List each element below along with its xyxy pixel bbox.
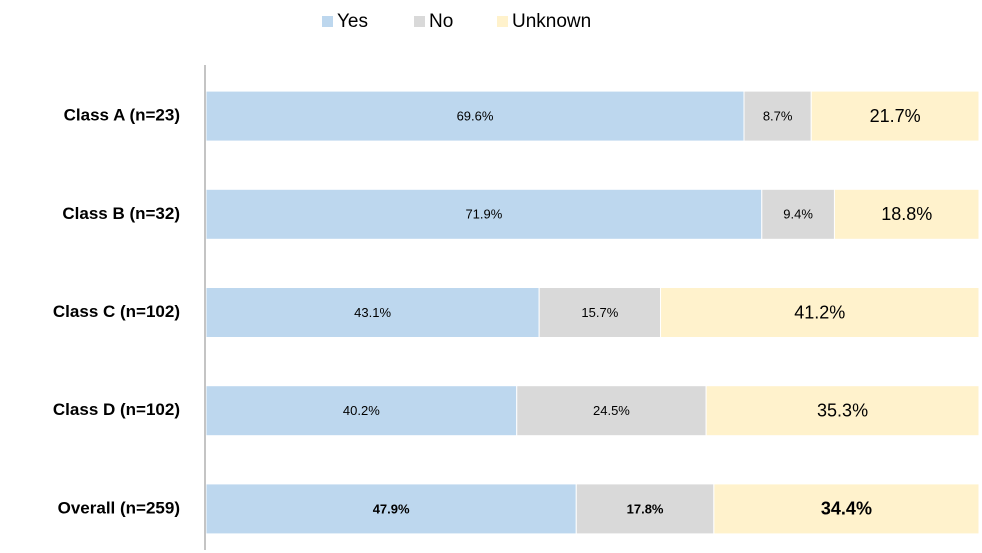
data-label: 8.7% (763, 109, 793, 124)
legend-swatch (414, 16, 425, 27)
bar-segment (575, 483, 715, 535)
data-label: 40.2% (343, 403, 380, 418)
bar-segment (516, 385, 707, 437)
bar-segment (205, 385, 518, 437)
legend-swatch (322, 16, 333, 27)
legend-swatch (497, 16, 508, 27)
data-label: 43.1% (354, 305, 391, 320)
data-label: 69.6% (457, 109, 494, 124)
bar-segment (743, 90, 812, 142)
bar-segment (713, 483, 980, 535)
bar-segment (538, 287, 662, 338)
category-label: Class C (n=102) (53, 302, 180, 321)
category-label: Class A (n=23) (64, 106, 180, 125)
bar-segment (205, 90, 745, 142)
data-label: 71.9% (465, 207, 502, 222)
category-label: Overall (n=259) (58, 498, 180, 517)
data-label: 24.5% (593, 403, 630, 418)
bar-segment (660, 287, 980, 338)
category-label: Class B (n=32) (62, 204, 180, 223)
legend-label: Unknown (512, 11, 591, 32)
data-label: 18.8% (881, 204, 932, 224)
category-label: Class D (n=102) (53, 400, 180, 419)
data-label: 41.2% (794, 302, 845, 322)
bar-segment (833, 188, 980, 240)
data-label: 9.4% (783, 207, 813, 222)
data-label: 21.7% (870, 106, 921, 126)
legend-label: Yes (337, 11, 368, 32)
data-label: 15.7% (581, 305, 618, 320)
data-label: 17.8% (627, 501, 664, 516)
data-label: 47.9% (373, 501, 410, 516)
bar-segment (205, 483, 577, 535)
legend-label: No (429, 11, 453, 32)
bar-segment (705, 385, 980, 437)
bar-segment (810, 90, 980, 142)
data-label: 34.4% (821, 499, 872, 519)
data-label: 35.3% (817, 400, 868, 420)
